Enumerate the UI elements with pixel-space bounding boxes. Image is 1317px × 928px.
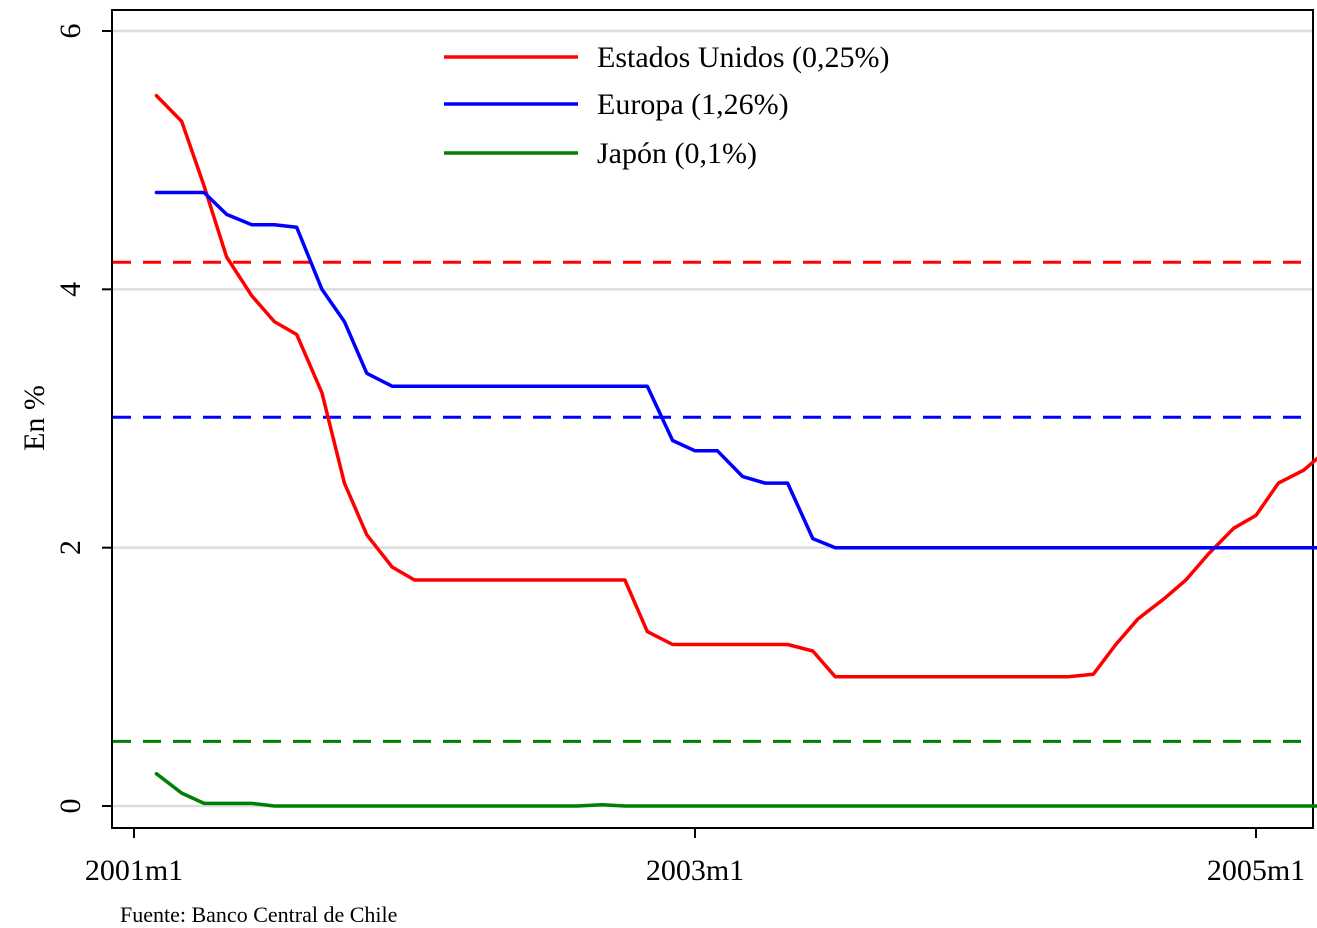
legend-label: Europa (1,26%) <box>597 88 789 121</box>
x-tick-label: 2003m1 <box>646 854 744 887</box>
axes: 02462001m12003m12005m12007m12009m1 <box>54 24 1305 888</box>
reference-lines <box>113 260 1312 743</box>
x-tick-label: 2005m1 <box>1207 854 1305 887</box>
y-tick-label: 2 <box>54 540 87 555</box>
y-tick-label: 6 <box>54 24 87 39</box>
y-tick-label: 0 <box>54 799 87 814</box>
series-line-1 <box>154 190 1317 550</box>
plot-area <box>111 9 1314 829</box>
y-tick-label: 4 <box>54 282 87 297</box>
y-axis-title: En % <box>18 385 51 451</box>
legend-label: Estados Unidos (0,25%) <box>597 41 889 74</box>
source-note: Fuente: Banco Central de Chile <box>120 902 397 927</box>
series-lines <box>154 93 1317 808</box>
series-line-0 <box>154 93 1317 679</box>
legend: Estados Unidos (0,25%) Europa (1,26%) Japó… <box>444 41 889 170</box>
legend-label: Japón (0,1%) <box>597 137 757 170</box>
series-line-2 <box>154 771 1317 808</box>
x-tick-label: 2001m1 <box>85 854 183 887</box>
